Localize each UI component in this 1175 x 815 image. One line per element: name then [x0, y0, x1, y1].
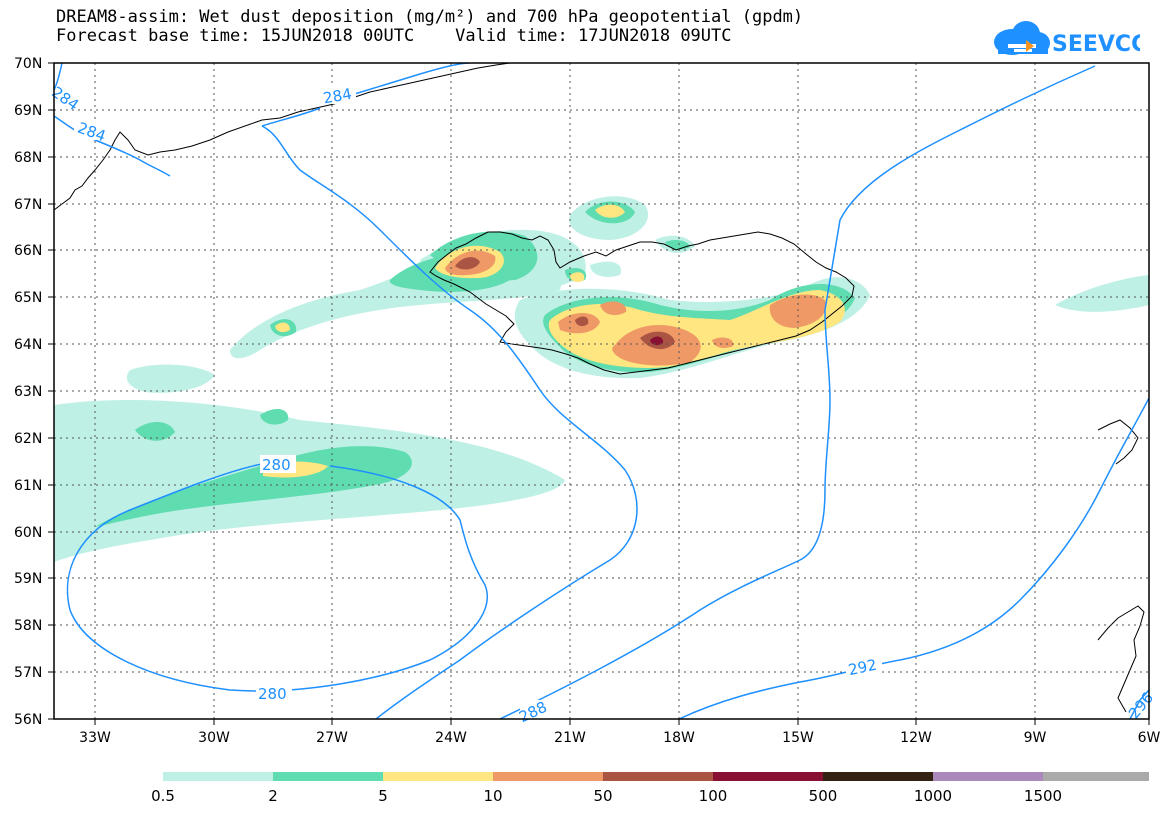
coastlines — [54, 63, 1145, 713]
lat-label: 67N — [14, 197, 42, 213]
lon-label: 6W — [1138, 730, 1161, 746]
contour-label: 280 — [262, 456, 291, 474]
lon-label: 30W — [198, 730, 230, 746]
legend-label: 5 — [378, 787, 388, 805]
contour-labels: 284 284 284 280 280 288 292 296 — [48, 83, 1157, 726]
scotland-coast — [1097, 605, 1145, 713]
legend-swatch — [823, 772, 933, 781]
lat-label: 57N — [14, 665, 42, 681]
axis-ticks — [48, 62, 1150, 725]
contour-288 — [499, 65, 1096, 719]
legend-swatch — [603, 772, 713, 781]
legend-label: 0.5 — [151, 787, 175, 805]
lat-label: 68N — [14, 150, 42, 166]
map-subtitle: Forecast base time: 15JUN2018 00UTC Vali… — [56, 26, 732, 46]
graticule — [54, 63, 1149, 719]
legend-label: 50 — [593, 787, 612, 805]
greenland-coast — [54, 63, 511, 211]
contour-label: 284 — [322, 85, 353, 108]
geopotential-contours — [54, 63, 1149, 719]
lat-label: 59N — [14, 571, 42, 587]
lat-label: 65N — [14, 290, 42, 306]
lat-label: 62N — [14, 431, 42, 447]
legend-label: 1500 — [1024, 787, 1062, 805]
legend-swatch — [273, 772, 383, 781]
legend-label: 500 — [809, 787, 838, 805]
lon-label: 12W — [900, 730, 932, 746]
lon-label: 24W — [435, 730, 467, 746]
legend-swatch — [933, 772, 1043, 781]
lat-label: 61N — [14, 478, 42, 494]
lat-label: 70N — [14, 56, 42, 72]
lon-label: 18W — [663, 730, 695, 746]
lon-label: 33W — [79, 730, 111, 746]
lat-label: 64N — [14, 337, 42, 353]
faroe-coast — [1097, 419, 1139, 465]
legend-label: 1000 — [914, 787, 952, 805]
contour-label: 280 — [258, 685, 287, 703]
contour-284-west — [54, 63, 171, 177]
legend-swatch — [1043, 772, 1149, 781]
cloud-icon — [994, 21, 1050, 55]
deposition-class-1 — [54, 196, 1149, 562]
iceland-coast — [429, 231, 855, 375]
lon-label: 9W — [1024, 730, 1047, 746]
lon-label: 21W — [554, 730, 586, 746]
map-title: DREAM8-assim: Wet dust deposition (mg/m²… — [56, 7, 804, 27]
legend-label: 2 — [268, 787, 278, 805]
lat-label: 66N — [14, 243, 42, 259]
contour-296 — [1129, 689, 1149, 719]
legend-label: 100 — [699, 787, 728, 805]
lat-label: 63N — [14, 384, 42, 400]
lat-label: 60N — [14, 525, 42, 541]
lat-label: 56N — [14, 712, 42, 728]
seevccc-logo: SEEVCCC — [994, 21, 1140, 57]
longitude-labels: 33W 30W 27W 24W 21W 18W 15W 12W 9W 6W — [79, 730, 1160, 746]
latitude-labels: 70N 69N 68N 67N 66N 65N 64N 63N 62N 61N … — [14, 56, 42, 728]
contour-292 — [678, 397, 1149, 719]
contour-label: 292 — [847, 656, 879, 680]
lon-label: 15W — [782, 730, 814, 746]
lat-label: 58N — [14, 618, 42, 634]
legend-swatch — [383, 772, 493, 781]
contour-label: 296 — [1125, 689, 1157, 723]
legend-swatch — [163, 772, 273, 781]
legend-swatch — [493, 772, 603, 781]
legend-label: 10 — [483, 787, 502, 805]
logo-text: SEEVCCC — [1052, 32, 1140, 57]
contour-280 — [66, 463, 488, 692]
lat-label: 69N — [14, 103, 42, 119]
contour-284 — [261, 63, 638, 719]
lon-label: 27W — [316, 730, 348, 746]
legend-swatch — [713, 772, 823, 781]
dust-shading — [54, 196, 1149, 562]
color-legend: 0.5 2 5 10 50 100 500 1000 1500 — [151, 772, 1149, 805]
deposition-class-6 — [650, 336, 664, 346]
